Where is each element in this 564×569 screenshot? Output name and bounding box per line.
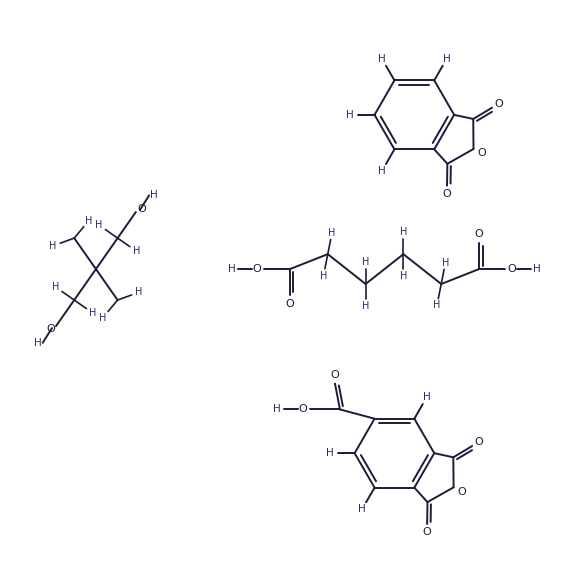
Text: H: H	[150, 191, 158, 200]
Text: H: H	[533, 264, 541, 274]
Text: O: O	[495, 98, 503, 109]
Text: O: O	[138, 204, 146, 214]
Text: H: H	[133, 246, 140, 256]
Text: O: O	[299, 405, 307, 414]
Text: H: H	[49, 241, 56, 251]
Text: O: O	[47, 324, 55, 334]
Text: H: H	[433, 300, 440, 311]
Text: H: H	[34, 338, 42, 348]
Text: O: O	[457, 487, 466, 497]
Text: O: O	[285, 299, 294, 309]
Text: O: O	[331, 370, 340, 380]
Text: H: H	[362, 301, 369, 311]
Text: H: H	[52, 282, 59, 292]
Text: H: H	[400, 271, 407, 281]
Text: H: H	[442, 258, 449, 267]
Text: H: H	[320, 271, 327, 281]
Text: H: H	[99, 312, 107, 323]
Text: H: H	[378, 166, 386, 176]
Text: O: O	[253, 264, 262, 274]
Text: H: H	[443, 54, 451, 64]
Text: O: O	[422, 527, 431, 537]
Text: H: H	[378, 54, 386, 64]
Text: H: H	[228, 264, 236, 274]
Text: H: H	[362, 257, 369, 267]
Text: H: H	[346, 110, 354, 120]
Text: H: H	[423, 392, 431, 402]
Text: H: H	[274, 405, 281, 414]
Text: O: O	[443, 189, 451, 199]
Text: H: H	[89, 308, 96, 318]
Text: O: O	[508, 264, 516, 274]
Text: H: H	[326, 448, 334, 458]
Text: H: H	[358, 504, 366, 514]
Text: O: O	[474, 437, 483, 447]
Text: H: H	[85, 216, 92, 225]
Text: H: H	[328, 228, 336, 238]
Text: H: H	[135, 287, 143, 297]
Text: H: H	[95, 220, 103, 230]
Text: O: O	[475, 229, 483, 239]
Text: H: H	[400, 227, 407, 237]
Text: O: O	[477, 149, 486, 159]
